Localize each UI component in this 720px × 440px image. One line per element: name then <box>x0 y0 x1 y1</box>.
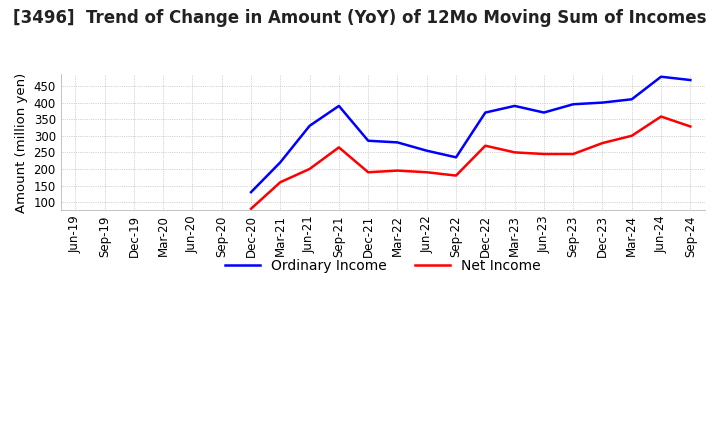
Ordinary Income <box>393 140 402 145</box>
Ordinary Income <box>451 155 460 160</box>
Line: Net Income: Net Income <box>251 117 690 209</box>
Ordinary Income <box>657 74 665 79</box>
Net Income <box>569 151 577 157</box>
Ordinary Income <box>510 103 519 109</box>
Legend: Ordinary Income, Net Income: Ordinary Income, Net Income <box>220 253 546 278</box>
Text: [3496]  Trend of Change in Amount (YoY) of 12Mo Moving Sum of Incomes: [3496] Trend of Change in Amount (YoY) o… <box>13 9 707 27</box>
Ordinary Income <box>364 138 372 143</box>
Ordinary Income <box>305 123 314 128</box>
Net Income <box>451 173 460 178</box>
Ordinary Income <box>627 97 636 102</box>
Ordinary Income <box>686 77 695 83</box>
Net Income <box>539 151 548 157</box>
Net Income <box>598 140 607 146</box>
Ordinary Income <box>539 110 548 115</box>
Net Income <box>335 145 343 150</box>
Ordinary Income <box>276 160 284 165</box>
Ordinary Income <box>423 148 431 153</box>
Ordinary Income <box>247 190 256 195</box>
Net Income <box>657 114 665 119</box>
Net Income <box>276 180 284 185</box>
Ordinary Income <box>569 102 577 107</box>
Ordinary Income <box>481 110 490 115</box>
Net Income <box>364 169 372 175</box>
Ordinary Income <box>335 103 343 109</box>
Ordinary Income <box>598 100 607 105</box>
Net Income <box>393 168 402 173</box>
Net Income <box>423 169 431 175</box>
Net Income <box>627 133 636 139</box>
Net Income <box>247 206 256 211</box>
Net Income <box>481 143 490 148</box>
Net Income <box>686 124 695 129</box>
Net Income <box>510 150 519 155</box>
Line: Ordinary Income: Ordinary Income <box>251 77 690 192</box>
Y-axis label: Amount (million yen): Amount (million yen) <box>15 72 28 213</box>
Net Income <box>305 166 314 172</box>
